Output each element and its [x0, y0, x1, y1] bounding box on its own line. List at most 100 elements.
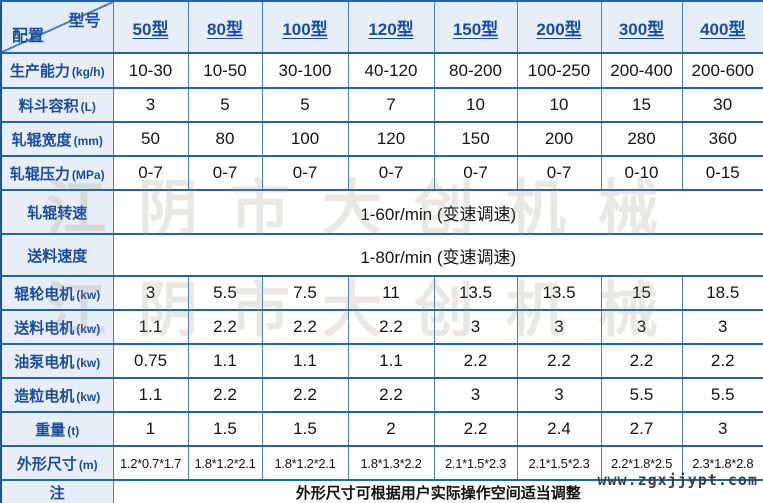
row-label: 生产能力 (kg/h)	[0, 52, 114, 89]
cell-value: 1	[112, 411, 189, 447]
cell-value: 80-200	[433, 52, 518, 89]
cell-value: 13.5	[433, 275, 518, 311]
cell-value: 3	[681, 411, 763, 447]
row-label: 外形尺寸 (m)	[0, 445, 114, 481]
cell-value: 1.1	[187, 343, 263, 379]
cell-value: 13.5	[516, 275, 602, 311]
cell-value: 2.2	[261, 377, 349, 413]
cell-value: 2.2	[187, 377, 263, 413]
row-label-text: 轧辊压力	[9, 165, 70, 183]
cell-value: 2.2	[261, 309, 349, 345]
cell-value: 2.1*1.5*2.3	[433, 445, 518, 481]
cell-value: 100-250	[516, 52, 602, 89]
cell-value: 0-7	[347, 155, 435, 191]
row-label-text: 重量	[35, 421, 66, 439]
table-row: 生产能力 (kg/h) 10-30 10-50 30-100 40-120 80-200 10…	[0, 52, 763, 89]
cell-value: 200-400	[600, 52, 683, 89]
cell-value: 0-7	[516, 155, 602, 191]
cell-value: 200	[516, 121, 602, 157]
cell-value: 2.4	[516, 411, 602, 447]
cell-value: 2.2	[681, 343, 763, 379]
cell-value: 0-7	[433, 155, 518, 191]
row-label: 送料电机 (kw)	[0, 309, 114, 345]
table-row: 辊轮电机 (kw) 3 5.5 7.5 11 13.5 13.5 15 18.5	[0, 275, 763, 311]
cell-value: 10	[516, 87, 602, 123]
cell-value: 3	[433, 309, 518, 345]
cell-value: 10-30	[112, 52, 189, 89]
cell-value: 200-600	[681, 52, 763, 89]
cell-value: 1.5	[187, 411, 263, 447]
cell-value: 150	[433, 121, 518, 157]
cell-value: 360	[681, 121, 763, 157]
cell-value: 2	[347, 411, 435, 447]
cell-value: 3	[112, 275, 189, 311]
cell-value: 3	[112, 87, 189, 123]
cell-value: 11	[347, 275, 435, 311]
row-label-text: 生产能力	[9, 63, 70, 80]
cell-value: 0-7	[112, 155, 189, 191]
column-header-3: 100型	[261, 0, 349, 54]
corner-label-config: 配置	[12, 28, 45, 45]
cell-value: 15	[600, 87, 683, 123]
row-label-unit: (m)	[78, 457, 98, 472]
row-label-unit: (kw)	[76, 321, 101, 336]
row-label-unit: (L)	[80, 99, 96, 114]
row-label-text: 轧辊转速	[27, 204, 88, 222]
row-label-text: 轧辊宽度	[11, 131, 72, 149]
row-label-text: 辊轮电机	[14, 285, 75, 303]
column-header-4: 120型	[347, 0, 435, 54]
cell-value: 2.3*1.8*2.8	[681, 445, 763, 481]
row-label-unit: (kg/h)	[71, 65, 105, 79]
cell-value: 30	[681, 87, 763, 123]
note-label: 注	[0, 479, 114, 503]
row-label: 油泵电机 (kw)	[0, 343, 114, 379]
row-label-text: 油泵电机	[14, 353, 75, 371]
cell-value: 1.8*1.2*2.1	[261, 445, 349, 481]
cell-value: 0-15	[681, 155, 763, 191]
cell-value: 2.2*1.8*2.5	[600, 445, 683, 481]
cell-value: 0-10	[600, 155, 683, 191]
table-row: 外形尺寸 (m) 1.2*0.7*1.7 1.8*1.2*2.1 1.8*1.2*2.1…	[0, 445, 763, 481]
cell-value: 3	[600, 309, 683, 345]
cell-value: 30-100	[261, 52, 349, 89]
cell-value: 120	[347, 121, 435, 157]
cell-value: 1.1	[347, 343, 435, 379]
row-label-unit: (kw)	[76, 287, 101, 302]
table-row: 料斗容积 (L) 3 5 5 7 10 10 15 30	[0, 87, 763, 123]
row-label-unit: (kw)	[76, 355, 101, 370]
cell-value: 2.7	[600, 411, 683, 447]
cell-value: 7.5	[261, 275, 349, 311]
corner-label-model: 型号	[68, 13, 101, 30]
cell-value: 40-120	[347, 52, 435, 89]
row-label: 轧辊宽度 (mm)	[0, 121, 114, 157]
cell-value: 280	[600, 121, 683, 157]
cell-value: 1.1	[261, 343, 349, 379]
table-row: 轧辊宽度 (mm) 50 80 100 120 150 200 280 360	[0, 121, 763, 157]
column-header-2: 80型	[187, 0, 263, 54]
cell-value: 100	[261, 121, 349, 157]
row-label-text: 造粒电机	[14, 387, 75, 405]
row-label-text: 送料速度	[27, 247, 88, 265]
table-row: 油泵电机 (kw) 0.75 1.1 1.1 1.1 2.2 2.2 2.2 2.2	[0, 343, 763, 379]
row-label-unit: (kw)	[76, 389, 101, 404]
row-label-unit: (MPa)	[71, 167, 105, 182]
note-row: 注外形尺寸可根据用户实际操作空间适当调整	[0, 479, 763, 503]
cell-value: 2.2	[187, 309, 263, 345]
cell-value: 3	[433, 377, 518, 413]
cell-value: 3	[516, 309, 602, 345]
cell-value: 0.75	[112, 343, 189, 379]
table-row: 重量 (t) 1 1.5 1.5 2 2.2 2.4 2.7 3	[0, 411, 763, 447]
cell-value: 7	[347, 87, 435, 123]
column-header-7: 300型	[600, 0, 683, 54]
column-header-6: 200型	[516, 0, 602, 54]
table-row: 送料电机 (kw) 1.1 2.2 2.2 2.2 3 3 3 3	[0, 309, 763, 345]
cell-value: 2.2	[433, 343, 518, 379]
column-header-5: 150型	[433, 0, 518, 54]
cell-value: 0-7	[261, 155, 349, 191]
table-row: 送料速度 1-80r/min (变速调速)	[0, 233, 763, 277]
cell-value: 1.8*1.3*2.2	[347, 445, 435, 481]
row-span-value: 1-80r/min (变速调速)	[112, 233, 763, 277]
row-label-text: 料斗容积	[18, 97, 79, 115]
cell-value: 5	[187, 87, 263, 123]
